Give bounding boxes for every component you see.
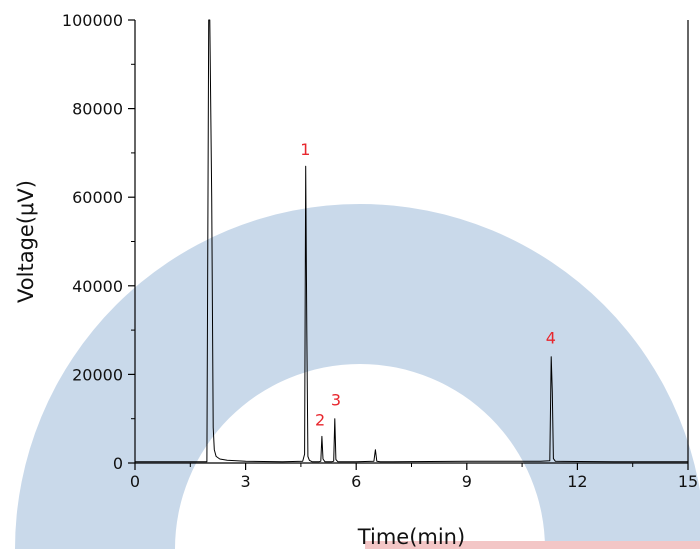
y-tick-label: 60000 [72, 188, 123, 207]
peak-label: 3 [331, 390, 341, 409]
x-tick-label: 3 [241, 472, 251, 491]
series-layer [135, 19, 688, 463]
x-tick-label: 9 [462, 472, 472, 491]
peak-label: 1 [300, 140, 310, 159]
x-tick-label: 12 [567, 472, 587, 491]
x-axis-title: Time(min) [357, 525, 465, 549]
peak-labels: 1 23 4 [300, 140, 556, 429]
watermark-bar [365, 541, 700, 549]
y-tick-label: 100000 [62, 11, 123, 30]
x-tick-label: 0 [130, 472, 140, 491]
y-axis-title: Voltage(μV) [14, 180, 38, 303]
y-tick-label: 40000 [72, 277, 123, 296]
peak-label: 4 [546, 328, 556, 347]
x-tick-label: 6 [351, 472, 361, 491]
y-tick-label: 20000 [72, 365, 123, 384]
y-tick-label: 0 [113, 454, 123, 473]
peak-label: 2 [315, 410, 325, 429]
y-tick-label: 80000 [72, 100, 123, 119]
series-line [135, 19, 688, 463]
x-tick-label: 15 [678, 472, 698, 491]
